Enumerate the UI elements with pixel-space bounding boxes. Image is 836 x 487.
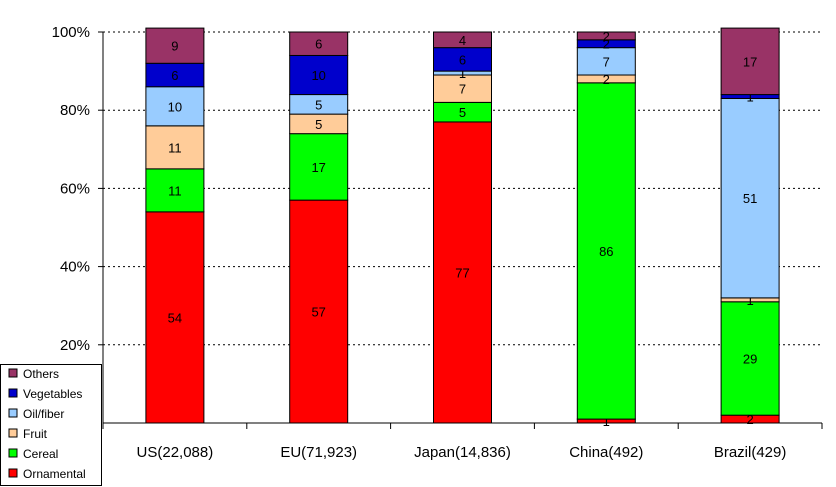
- x-tick-label-japan-14-836: Japan(14,836): [414, 444, 511, 461]
- data-label-cereal-us-22-088: 11: [168, 183, 182, 198]
- bar-segment-others-china-492: [576, 31, 636, 41]
- bar-segment-others-brazil-429: [720, 27, 780, 96]
- x-tick-label-brazil-429: Brazil(429): [714, 444, 787, 461]
- legend-swatch-cereal: [8, 448, 18, 458]
- legend-label-oil-fiber: Oil/fiber: [23, 407, 64, 421]
- bar-segment-oil-fiber-china-492: [576, 47, 636, 76]
- legend-swatch-others: [8, 368, 18, 378]
- bar-segment-vegetables-eu-71-923: [289, 54, 349, 96]
- bar-segment-cereal-brazil-429: [720, 301, 780, 416]
- bar-segment-cereal-eu-71-923: [289, 133, 349, 201]
- bar-stack-brazil-429: 2 29 1 51 1 17: [720, 27, 780, 427]
- data-label-others-japan-14-836: 4: [459, 33, 466, 48]
- axes: [102, 32, 823, 429]
- bar-segment-others-us-22-088: [145, 27, 205, 64]
- data-label-ornamental-us-22-088: 54: [168, 310, 182, 325]
- x-tick-label-eu-71-923: EU(71,923): [280, 444, 357, 461]
- legend-item-fruit: Fruit: [8, 427, 48, 441]
- bar-stack-japan-14-836: 77 5 716 4: [433, 31, 492, 424]
- bar-segment-cereal-us-22-088: [145, 168, 205, 213]
- bar-segment-ornamental-us-22-088: [145, 211, 205, 424]
- bar-stack-eu-71-923: 57 17 5 5 10 6: [289, 31, 349, 424]
- legend-swatch-vegetables: [8, 388, 18, 398]
- data-label-ornamental-japan-14-836: 77: [455, 265, 469, 280]
- legend-label-others: Others: [23, 367, 59, 381]
- x-tick-label-china-492: China(492): [569, 444, 643, 461]
- legend-label-ornamental: Ornamental: [23, 467, 86, 481]
- data-label-ornamental-china-492: 1: [603, 414, 610, 429]
- data-label-vegetables-japan-14-836: 6: [459, 52, 466, 67]
- data-label-others-us-22-088: 9: [171, 39, 178, 54]
- y-tick-label-100: 100%: [52, 24, 90, 41]
- data-label-fruit-china-492: 2: [603, 72, 610, 87]
- legend: Others Vegetables Oil/fiber Fruit Cereal Orna…: [0, 364, 102, 486]
- y-tick-label-60: 60%: [60, 180, 90, 197]
- data-label-cereal-brazil-429: 29: [743, 351, 757, 366]
- bar-segment-fruit-japan-14-836: [433, 74, 492, 103]
- legend-item-ornamental: Ornamental: [8, 467, 86, 481]
- data-label-fruit-us-22-088: 11: [168, 140, 182, 155]
- data-label-others-brazil-429: 17: [743, 54, 757, 69]
- data-label-vegetables-china-492: 2: [603, 37, 610, 52]
- legend-swatch-fruit: [8, 428, 18, 438]
- data-label-fruit-eu-71-923: 5: [315, 117, 322, 132]
- data-label-cereal-japan-14-836: 5: [459, 105, 466, 120]
- data-label-ornamental-brazil-429: 2: [746, 412, 753, 427]
- bar-stacks: 5411111069571755106775716418627222291511…: [145, 27, 780, 429]
- y-tick-label-80: 80%: [60, 102, 90, 119]
- legend-item-cereal: Cereal: [8, 447, 58, 461]
- data-label-others-china-492: 2: [603, 29, 610, 44]
- data-label-oil-fiber-japan-14-836: 1: [459, 66, 466, 81]
- bar-stack-us-22-088: 54 11 11 10 6 9: [145, 27, 205, 424]
- data-label-fruit-japan-14-836: 7: [459, 82, 466, 97]
- data-label-oil-fiber-eu-71-923: 5: [315, 97, 322, 112]
- legend-swatch-ornamental: [8, 468, 18, 478]
- data-label-others-eu-71-923: 6: [315, 37, 322, 52]
- legend-label-vegetables: Vegetables: [23, 387, 82, 401]
- data-label-oil-fiber-china-492: 7: [603, 54, 610, 69]
- legend-box: [0, 364, 102, 486]
- x-tick-labels: US(22,088) EU(71,923) Japan(14,836) China(4…: [137, 444, 787, 461]
- data-label-ornamental-eu-71-923: 57: [311, 305, 325, 320]
- legend-label-cereal: Cereal: [23, 447, 58, 461]
- legend-item-others: Others: [8, 367, 59, 381]
- bar-segment-cereal-china-492: [576, 82, 636, 420]
- data-label-vegetables-us-22-088: 6: [171, 68, 178, 83]
- data-label-fruit-brazil-429: 1: [746, 293, 753, 308]
- legend-item-vegetables: Vegetables: [8, 387, 82, 401]
- legend-label-fruit: Fruit: [23, 427, 48, 441]
- data-label-oil-fiber-us-22-088: 10: [168, 99, 182, 114]
- data-label-vegetables-brazil-429: 1: [746, 90, 753, 105]
- y-tick-label-20: 20%: [60, 337, 90, 354]
- data-label-oil-fiber-brazil-429: 51: [743, 191, 757, 206]
- bar-segment-others-japan-14-836: [433, 31, 492, 49]
- data-label-vegetables-eu-71-923: 10: [311, 68, 325, 83]
- legend-item-oil-fiber: Oil/fiber: [8, 407, 64, 421]
- data-label-cereal-china-492: 86: [599, 244, 613, 259]
- y-tick-label-40: 40%: [60, 259, 90, 276]
- legend-swatch-oil-fiber: [8, 408, 18, 418]
- y-tick-labels: 100% 80% 60% 40% 20%: [52, 24, 103, 354]
- x-tick-label-us-22-088: US(22,088): [137, 444, 214, 461]
- bar-segment-others-eu-71-923: [289, 31, 349, 56]
- bar-segment-oil-fiber-us-22-088: [145, 86, 205, 127]
- data-label-cereal-eu-71-923: 17: [311, 160, 325, 175]
